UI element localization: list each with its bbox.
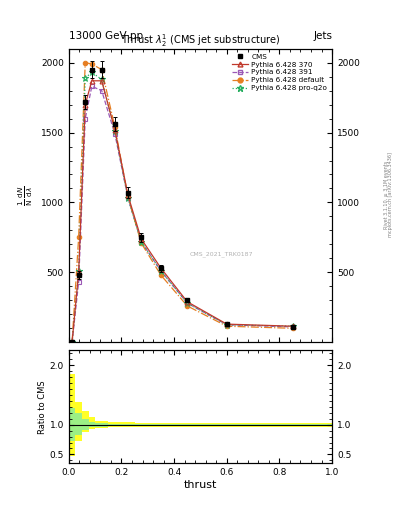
Legend: CMS, Pythia 6.428 370, Pythia 6.428 391, Pythia 6.428 default, Pythia 6.428 pro-: CMS, Pythia 6.428 370, Pythia 6.428 391,… (231, 52, 329, 93)
Title: Thrust $\lambda_{2}^{1}$ (CMS jet substructure): Thrust $\lambda_{2}^{1}$ (CMS jet substr… (121, 32, 280, 49)
Text: Rivet 3.1.10, ≥ 3.1M events: Rivet 3.1.10, ≥ 3.1M events (384, 160, 388, 229)
Y-axis label: $\frac{1}{\mathrm{N}}\,\frac{\mathrm{d}N}{\mathrm{d}\lambda}$: $\frac{1}{\mathrm{N}}\,\frac{\mathrm{d}N… (17, 185, 35, 206)
Text: mcplots.cern.ch [arXiv:1306.3436]: mcplots.cern.ch [arXiv:1306.3436] (388, 152, 393, 237)
Y-axis label: Ratio to CMS: Ratio to CMS (38, 380, 47, 434)
Text: Jets: Jets (313, 31, 332, 41)
X-axis label: thrust: thrust (184, 480, 217, 490)
Text: CMS_2021_TRK0187: CMS_2021_TRK0187 (190, 251, 253, 257)
Text: 13000 GeV pp: 13000 GeV pp (69, 31, 143, 41)
